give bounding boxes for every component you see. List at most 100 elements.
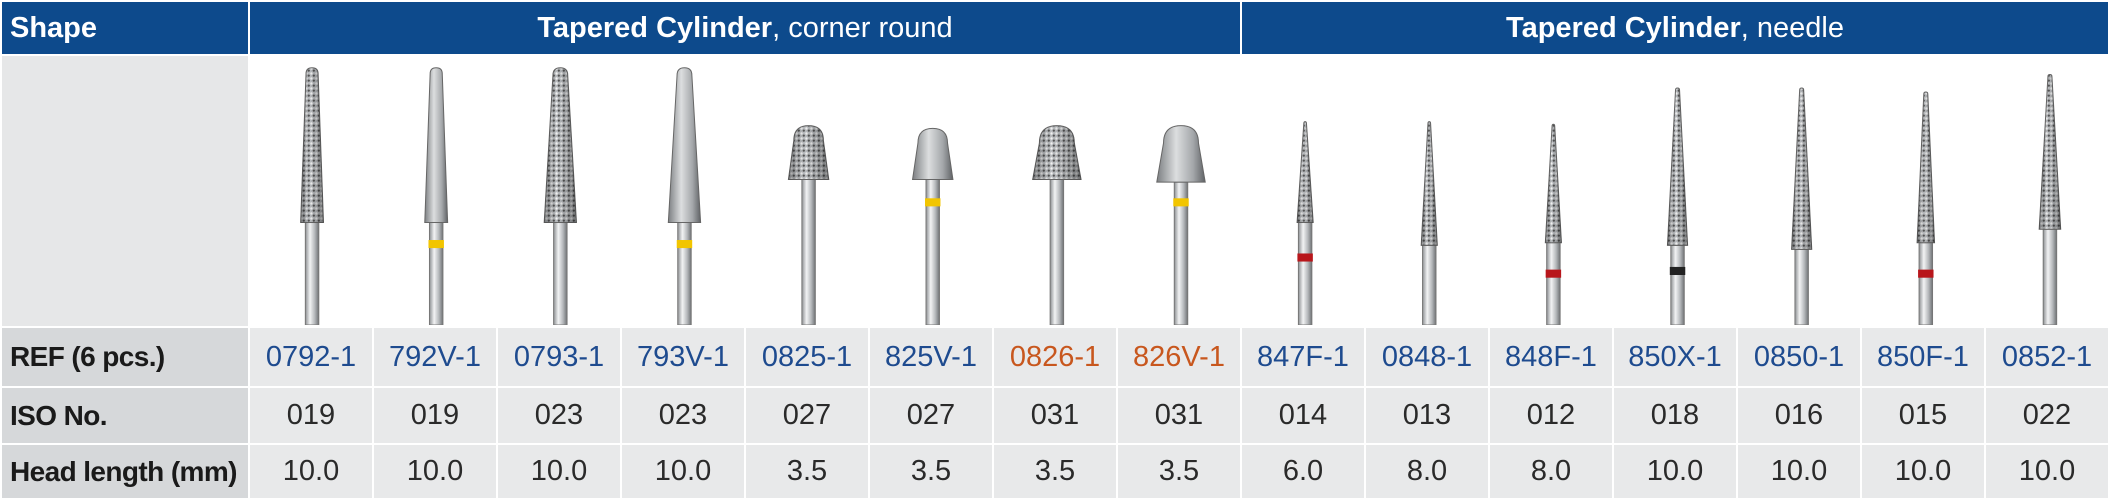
group-header: Tapered Cylinder, needle: [1240, 0, 2110, 56]
ref-cell: 0825-1: [744, 326, 870, 388]
bur-head: [424, 67, 449, 224]
ref-cell: 850F-1: [1860, 326, 1986, 388]
ref-row: REF (6 pcs.) 0792-1 792V-1 0793-1 793V-1 0825…: [0, 326, 2110, 388]
iso-cell: 031: [992, 386, 1118, 445]
bur-head-shade: [1667, 87, 1688, 246]
length-cell: 8.0: [1364, 443, 1490, 498]
group-detail: , corner round: [772, 11, 953, 44]
bur-head: [911, 127, 954, 180]
bur-shank: [677, 222, 692, 325]
iso-cell: 019: [372, 386, 498, 445]
length-cell: 10.0: [372, 443, 498, 498]
length-cell: 10.0: [496, 443, 622, 498]
bur-band: [1669, 266, 1686, 276]
bur-head: [1156, 125, 1206, 183]
length-cell: 10.0: [248, 443, 374, 498]
bur-shank: [1794, 249, 1809, 325]
ref-cell: 826V-1: [1116, 326, 1242, 388]
bur-head-shade: [1297, 121, 1314, 223]
bur-head-shade: [1917, 91, 1935, 243]
iso-cell: 022: [1984, 386, 2110, 445]
bur-shank: [2043, 229, 2057, 325]
bur-band: [676, 240, 693, 249]
iso-cell: 027: [868, 386, 994, 445]
iso-cell: 013: [1364, 386, 1490, 445]
image-row: [0, 54, 2110, 328]
bur-head-shade: [788, 125, 829, 180]
iso-cell: 018: [1612, 386, 1738, 445]
bur-shank: [926, 179, 940, 325]
bur-shank: [801, 179, 816, 325]
bur-band: [925, 198, 941, 207]
iso-cell: 015: [1860, 386, 1986, 445]
bur-head-shade: [1421, 121, 1438, 246]
bur-shank: [1174, 182, 1188, 325]
ref-cell: 825V-1: [868, 326, 994, 388]
row-label: Head length (mm): [0, 443, 250, 498]
length-cell: 10.0: [1612, 443, 1738, 498]
length-cell: 3.5: [992, 443, 1118, 498]
bur-band: [1545, 269, 1562, 278]
length-cell: 10.0: [1984, 443, 2110, 498]
iso-cell: 016: [1736, 386, 1862, 445]
bur-shank: [1670, 245, 1685, 325]
image-cell: [248, 54, 2110, 328]
shape-header: Shape: [0, 0, 250, 56]
bur-head-shade: [1791, 87, 1812, 250]
iso-cell: 027: [744, 386, 870, 445]
image-label-cell: [0, 54, 250, 328]
group-detail: , needle: [1740, 11, 1844, 44]
bur-head-shade: [300, 67, 324, 223]
ref-cell: 792V-1: [372, 326, 498, 388]
length-row: Head length (mm) 10.0 10.0 10.0 10.0 3.5 3.5 3.…: [0, 443, 2110, 498]
bur-band: [1173, 198, 1189, 207]
iso-row: ISO No. 019 019 023 023 027 027 031 031 014 013 012…: [0, 386, 2110, 445]
ref-cell: 793V-1: [620, 326, 746, 388]
bur-shank: [1422, 245, 1436, 325]
bur-shank: [553, 222, 568, 325]
bur-head-shade: [2039, 74, 2061, 230]
length-cell: 3.5: [1116, 443, 1242, 498]
iso-cell: 023: [496, 386, 622, 445]
bur-shank: [305, 222, 319, 325]
ref-cell: 0826-1: [992, 326, 1118, 388]
bur-shank: [1050, 179, 1064, 325]
ref-cell: 0793-1: [496, 326, 622, 388]
iso-cell: 031: [1116, 386, 1242, 445]
group-header: Tapered Cylinder, corner round: [248, 0, 1242, 56]
length-cell: 10.0: [620, 443, 746, 498]
bur-band: [428, 240, 444, 249]
ref-cell: 848F-1: [1488, 326, 1614, 388]
row-label: ISO No.: [0, 386, 250, 445]
ref-cell: 0792-1: [248, 326, 374, 388]
bur-head-shade: [1545, 124, 1562, 243]
bur-images: [300, 67, 2062, 325]
bur-shank: [1546, 242, 1561, 325]
bur-shank: [429, 222, 443, 325]
length-cell: 3.5: [744, 443, 870, 498]
iso-cell: 012: [1488, 386, 1614, 445]
iso-cell: 023: [620, 386, 746, 445]
group-name: Tapered Cylinder: [1506, 11, 1741, 44]
bur-shank: [1298, 222, 1312, 325]
bur-shank: [1919, 242, 1933, 325]
iso-cell: 014: [1240, 386, 1366, 445]
ref-cell: 847F-1: [1240, 326, 1366, 388]
group-name: Tapered Cylinder: [537, 11, 773, 44]
ref-cell: 850X-1: [1612, 326, 1738, 388]
ref-cell: 0848-1: [1364, 326, 1490, 388]
bur-head-shade: [1032, 125, 1082, 180]
bur-band: [1297, 253, 1313, 262]
ref-cell: 0852-1: [1984, 326, 2110, 388]
ref-cell: 0850-1: [1736, 326, 1862, 388]
bur-band: [1918, 269, 1934, 278]
bur-head-shade: [544, 67, 577, 223]
bur-head: [667, 67, 702, 224]
length-cell: 10.0: [1860, 443, 1986, 498]
length-cell: 10.0: [1736, 443, 1862, 498]
header-row: Shape Tapered Cylinder, corner round Taper…: [0, 0, 2110, 56]
length-cell: 3.5: [868, 443, 994, 498]
row-label: REF (6 pcs.): [0, 326, 250, 388]
